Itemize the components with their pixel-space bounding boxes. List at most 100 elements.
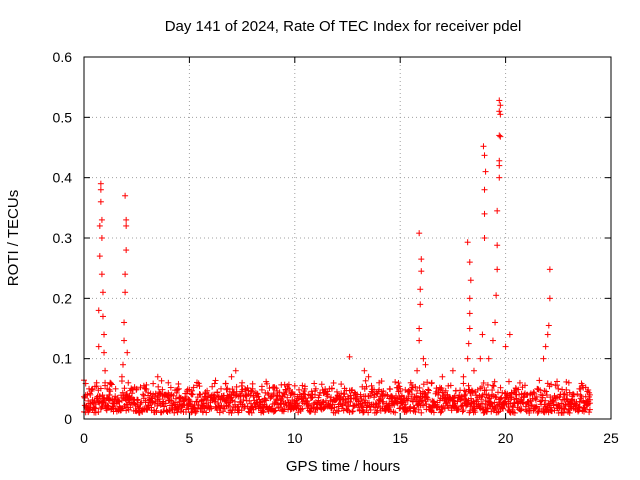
data-point — [144, 405, 151, 412]
data-point — [494, 207, 501, 214]
data-point — [517, 407, 524, 414]
data-point — [269, 405, 276, 412]
data-point — [147, 390, 154, 397]
data-point — [532, 404, 539, 411]
data-point — [511, 396, 518, 403]
data-point — [211, 380, 218, 387]
data-point — [584, 401, 591, 408]
y-tick-label: 0.3 — [53, 230, 73, 246]
data-point — [531, 390, 538, 397]
data-point — [187, 399, 194, 406]
data-point — [346, 353, 353, 360]
data-point — [101, 349, 108, 356]
data-point — [360, 409, 367, 416]
data-point — [98, 235, 105, 241]
data-point — [118, 373, 125, 380]
data-point — [543, 406, 550, 413]
data-point — [186, 386, 193, 393]
data-point — [296, 386, 303, 393]
data-point — [461, 392, 468, 399]
data-point — [156, 390, 163, 397]
data-point — [526, 409, 533, 416]
data-point — [439, 373, 446, 380]
data-point — [505, 378, 512, 385]
data-point — [455, 406, 462, 413]
x-tick-label: 5 — [186, 430, 194, 446]
data-point — [217, 405, 224, 412]
data-point — [466, 259, 473, 266]
data-point — [231, 398, 238, 405]
data-point — [268, 405, 275, 412]
data-point — [112, 385, 119, 392]
data-point — [494, 266, 501, 273]
data-point — [392, 379, 399, 386]
data-point — [178, 403, 185, 410]
data-point — [341, 390, 348, 397]
data-point — [137, 384, 144, 391]
data-point — [99, 313, 106, 320]
data-point — [402, 401, 409, 408]
data-point — [392, 409, 399, 416]
data-point — [345, 403, 352, 410]
data-point — [484, 405, 491, 412]
data-point — [430, 409, 437, 416]
data-point — [98, 216, 105, 223]
data-point — [186, 397, 193, 404]
data-point — [211, 392, 218, 399]
data-point — [101, 331, 108, 338]
data-point — [161, 403, 168, 410]
data-point — [259, 408, 266, 415]
data-point — [196, 391, 203, 398]
data-point — [328, 385, 335, 392]
data-point — [333, 388, 340, 395]
data-point — [474, 386, 481, 393]
data-point — [437, 409, 444, 416]
data-point — [467, 277, 474, 284]
data-point — [534, 409, 541, 416]
data-point — [505, 400, 512, 407]
data-point — [174, 409, 181, 416]
data-point — [248, 388, 255, 395]
y-tick-label: 0 — [64, 411, 72, 427]
data-point — [496, 108, 503, 115]
data-point — [418, 256, 425, 263]
data-point — [425, 396, 432, 403]
data-point — [155, 383, 162, 390]
data-point — [124, 349, 131, 356]
data-point — [299, 405, 306, 412]
data-point — [496, 97, 503, 104]
data-point — [85, 397, 92, 404]
data-point — [224, 385, 231, 392]
data-point — [249, 385, 256, 392]
data-point — [452, 392, 459, 399]
data-point — [404, 397, 411, 404]
data-point — [98, 271, 105, 278]
data-point — [148, 404, 155, 411]
data-point — [482, 168, 489, 175]
data-point — [229, 397, 236, 404]
data-point — [376, 379, 383, 386]
data-point — [462, 391, 469, 398]
data-point — [497, 102, 504, 109]
data-point — [422, 391, 429, 398]
data-point — [520, 399, 527, 406]
data-point — [102, 367, 109, 374]
data-point — [397, 385, 404, 392]
data-point — [516, 391, 523, 398]
data-point — [362, 377, 369, 384]
data-point — [145, 403, 152, 410]
data-point — [491, 405, 498, 412]
data-point — [170, 392, 177, 399]
data-point — [228, 394, 235, 401]
data-point — [116, 403, 123, 410]
data-point — [192, 407, 199, 414]
data-point — [437, 386, 444, 393]
data-point — [544, 331, 551, 338]
data-point — [546, 295, 553, 302]
data-point — [127, 395, 134, 402]
data-point — [458, 393, 465, 400]
data-point — [87, 391, 94, 398]
x-tick-label: 25 — [603, 430, 619, 446]
data-point — [468, 395, 475, 402]
data-point — [106, 391, 113, 398]
